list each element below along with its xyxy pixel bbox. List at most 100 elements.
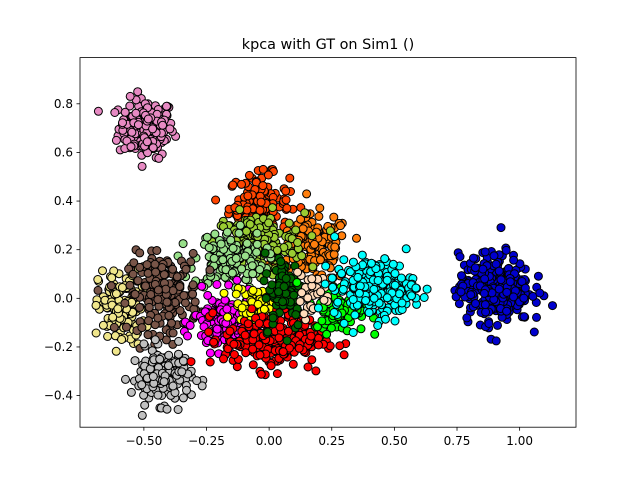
data-point <box>241 348 251 358</box>
data-point <box>93 106 103 116</box>
data-point <box>481 307 491 317</box>
x-tick-label: 0.25 <box>318 434 345 448</box>
data-point <box>263 327 273 337</box>
data-point <box>188 280 198 290</box>
data-point <box>369 293 379 303</box>
data-point <box>299 309 309 319</box>
data-point <box>129 258 139 268</box>
data-point <box>167 318 176 328</box>
data-point <box>204 243 214 253</box>
data-point <box>352 233 361 243</box>
data-point <box>268 203 277 213</box>
data-point <box>455 252 465 262</box>
data-point <box>382 275 392 285</box>
chart-title: kpca with GT on Sim1 () <box>242 37 415 53</box>
data-point <box>130 289 140 299</box>
data-point <box>288 359 298 369</box>
data-point <box>240 251 250 261</box>
data-point <box>93 285 103 295</box>
data-point <box>354 288 364 298</box>
data-point <box>328 282 338 292</box>
data-point <box>216 239 226 249</box>
data-point <box>370 329 380 339</box>
data-point <box>229 350 239 359</box>
data-point <box>266 361 276 371</box>
data-point <box>535 288 545 298</box>
data-point <box>484 319 494 328</box>
data-point <box>137 323 147 333</box>
data-point <box>353 272 363 282</box>
data-point <box>272 369 282 379</box>
data-point <box>144 302 154 312</box>
data-point <box>293 320 303 330</box>
data-point <box>274 333 284 343</box>
data-point <box>339 318 349 328</box>
data-point <box>224 280 234 290</box>
data-point <box>93 275 103 284</box>
data-point <box>274 287 283 297</box>
data-point <box>164 361 173 371</box>
data-point <box>496 275 506 285</box>
data-point <box>182 385 191 395</box>
data-point <box>140 400 150 410</box>
data-point <box>348 295 358 304</box>
data-point <box>164 311 174 320</box>
data-point <box>150 259 160 269</box>
data-point <box>174 349 183 359</box>
data-point <box>281 195 291 205</box>
data-point <box>178 393 188 403</box>
data-point <box>320 279 330 289</box>
data-point <box>254 340 264 350</box>
data-point <box>153 295 163 304</box>
data-point <box>249 329 259 339</box>
data-point <box>117 283 127 292</box>
data-point <box>177 367 187 377</box>
data-point <box>282 336 292 346</box>
data-point <box>168 264 178 274</box>
data-point <box>175 306 185 315</box>
data-point <box>186 257 196 267</box>
data-point <box>110 108 120 117</box>
data-point <box>329 308 339 317</box>
data-point <box>333 297 343 307</box>
data-point <box>197 281 207 291</box>
data-point <box>146 290 156 299</box>
data-point <box>345 267 355 277</box>
data-point <box>151 267 161 277</box>
data-point <box>237 303 247 313</box>
x-tick-label: 0.00 <box>256 434 283 448</box>
data-point <box>242 238 252 248</box>
data-point <box>380 254 390 264</box>
data-point <box>107 273 117 283</box>
data-point <box>302 189 312 199</box>
data-point <box>401 244 411 254</box>
data-point <box>281 274 291 283</box>
data-point <box>180 298 190 308</box>
data-point <box>120 298 130 308</box>
data-point <box>317 316 327 326</box>
data-point <box>243 319 253 329</box>
y-tick-label: −0.4 <box>44 389 73 403</box>
data-point <box>153 285 163 295</box>
data-point <box>533 271 543 281</box>
data-point <box>133 87 143 97</box>
data-point <box>326 323 336 333</box>
data-point <box>111 289 121 299</box>
data-point <box>292 278 302 287</box>
data-point <box>469 253 478 263</box>
data-point <box>125 91 135 101</box>
data-point <box>388 259 398 269</box>
data-point <box>247 261 257 271</box>
data-point <box>121 322 131 332</box>
data-point <box>165 124 175 134</box>
data-point <box>501 245 511 255</box>
data-point <box>252 228 262 238</box>
data-point <box>245 219 255 229</box>
data-point <box>219 288 229 298</box>
data-point <box>128 269 138 279</box>
data-point <box>259 304 269 314</box>
data-point <box>222 304 232 314</box>
data-point <box>278 297 288 307</box>
data-point <box>248 285 258 295</box>
data-point <box>192 376 202 386</box>
